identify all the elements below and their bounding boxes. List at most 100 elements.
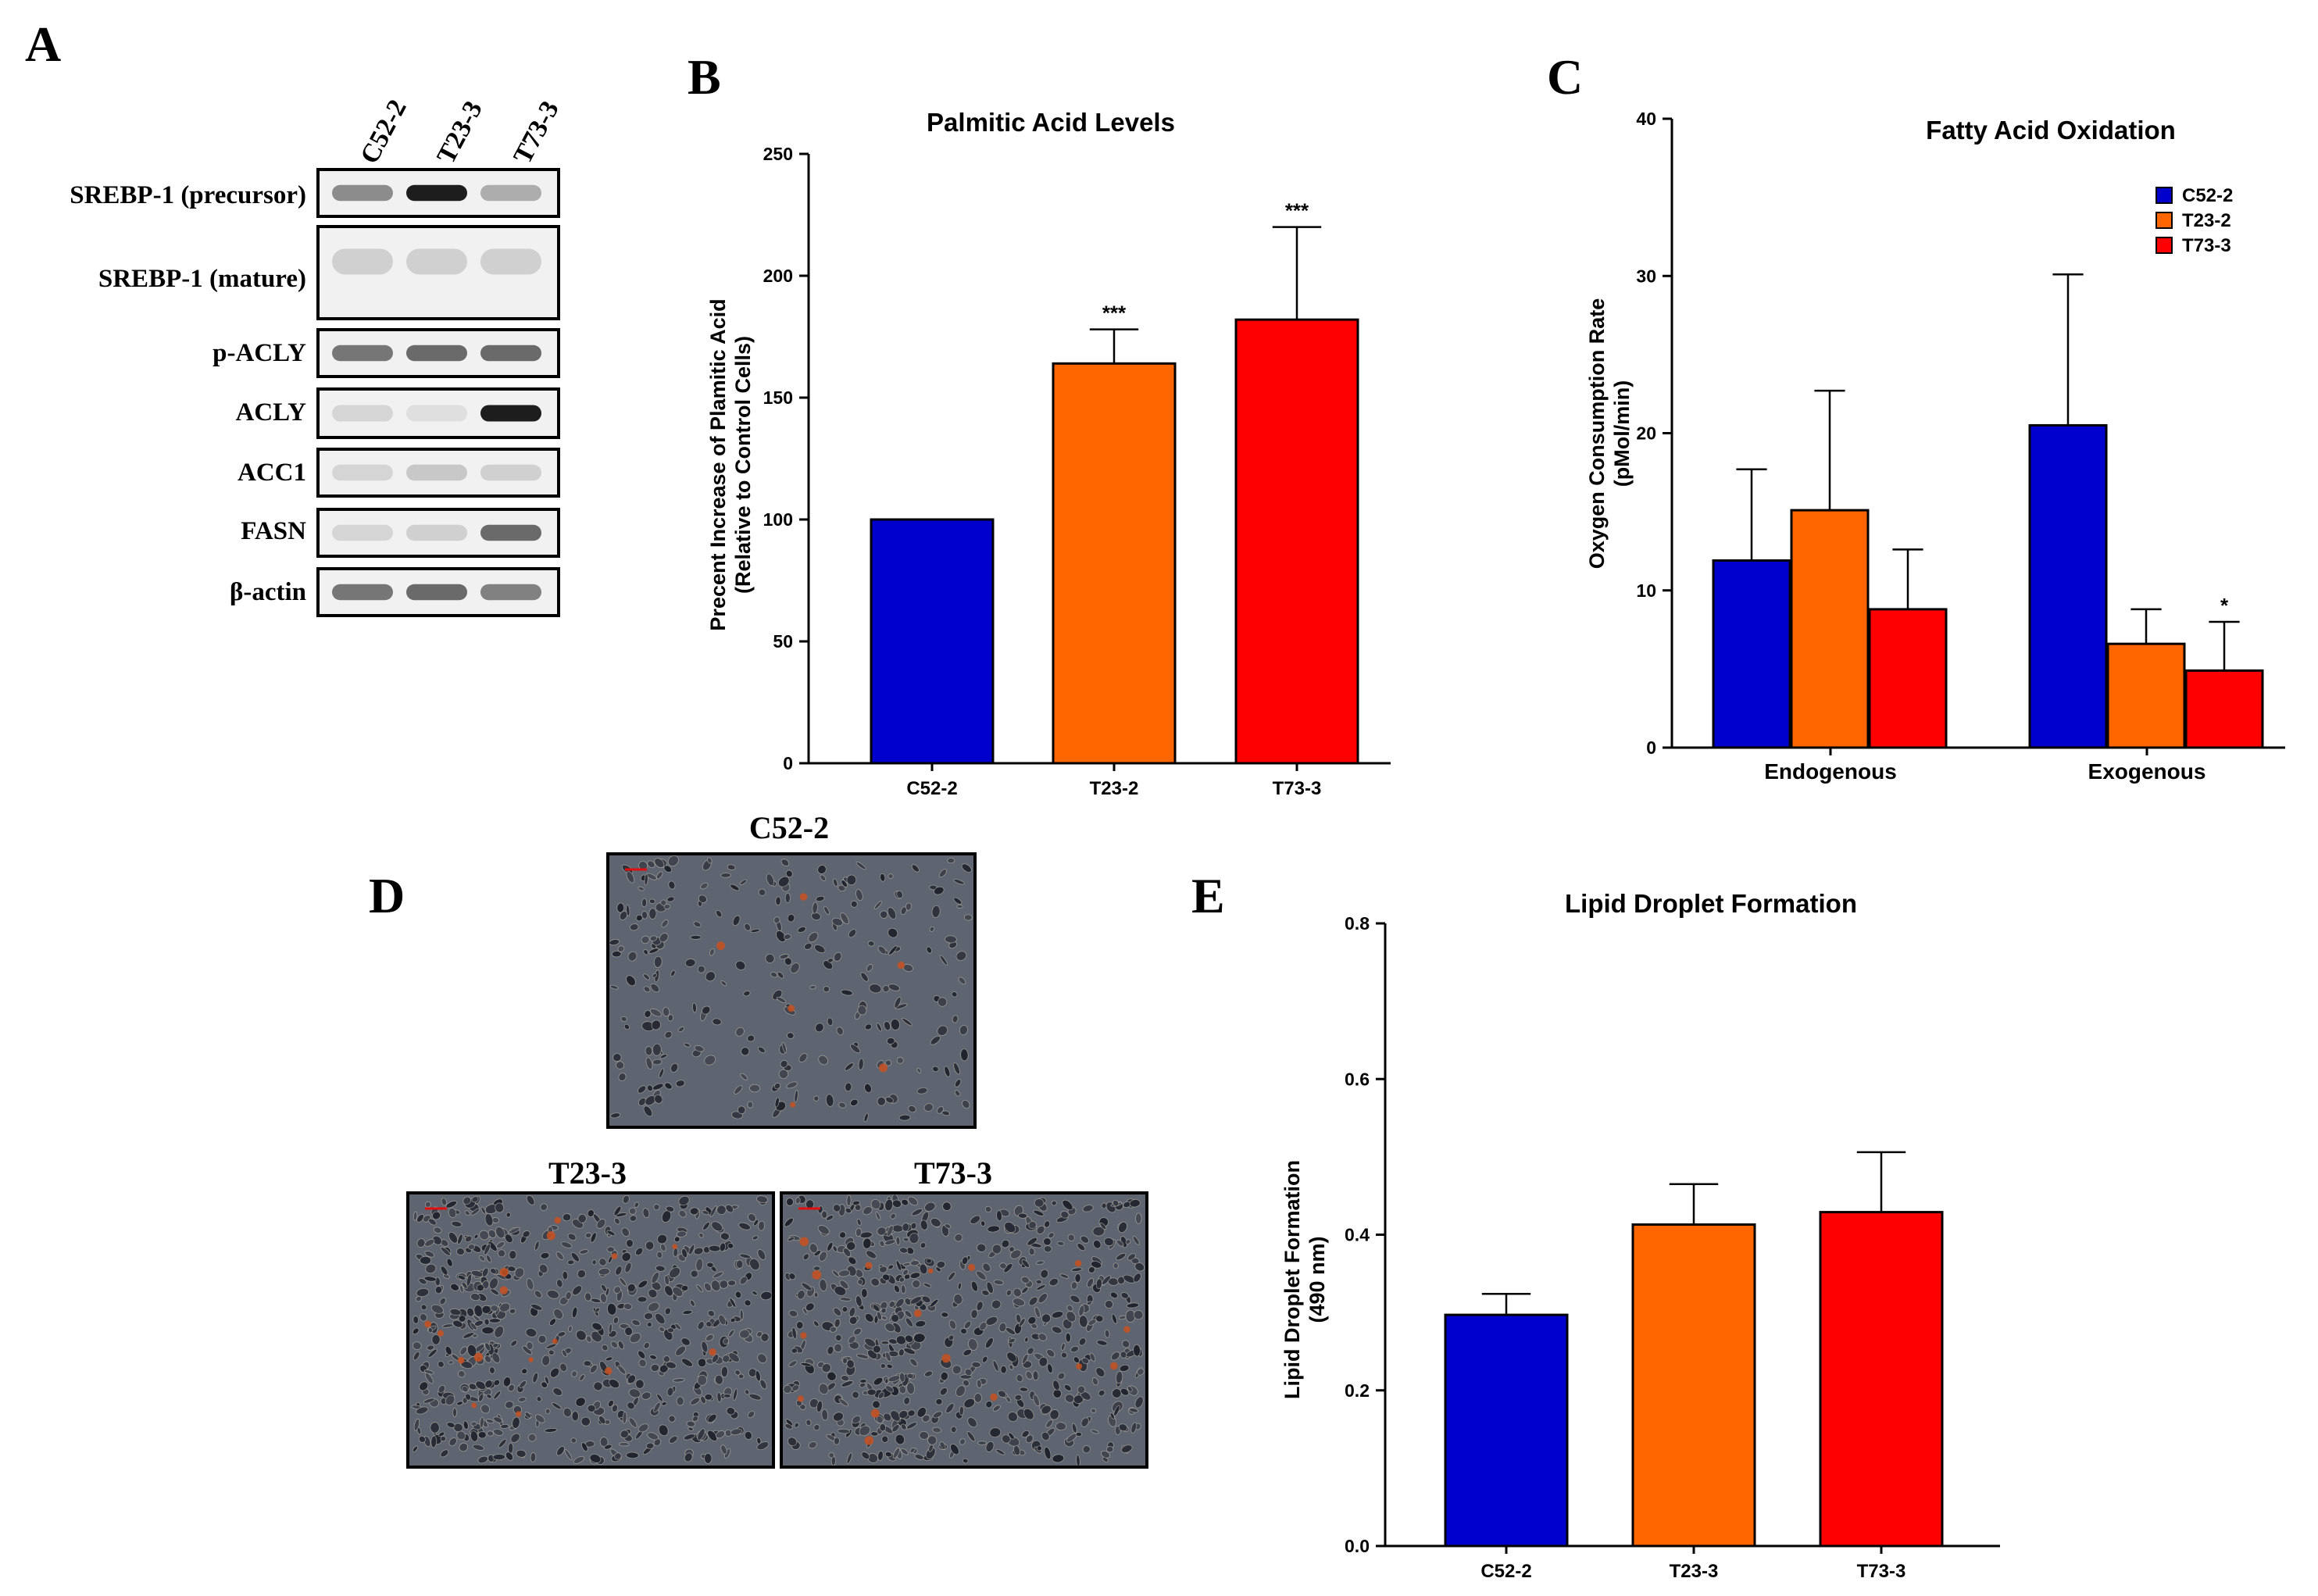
- micrograph-cell: [424, 1201, 431, 1208]
- micrograph-cell: [805, 1419, 812, 1426]
- chart-c-ytick-label-3: 30: [1636, 266, 1656, 286]
- micrograph-cell: [663, 865, 673, 873]
- chart-e-ytick-label-0: 0.0: [1345, 1536, 1370, 1556]
- micrograph-cell: [1105, 1445, 1114, 1453]
- micrograph-cell: [467, 1244, 476, 1250]
- micrograph-cell: [1088, 1266, 1095, 1273]
- micrograph-cell: [525, 1328, 538, 1337]
- micrograph-cell: [922, 1414, 930, 1423]
- micrograph-cell: [548, 1349, 555, 1355]
- micrograph-cell: [916, 1067, 922, 1073]
- micrograph-cell: [548, 1318, 557, 1326]
- micrograph-cell: [1099, 1222, 1107, 1230]
- legend-swatch-t73-3: [2155, 237, 2173, 254]
- micrograph-cell: [905, 902, 913, 911]
- micrograph-cell: [735, 960, 746, 970]
- micrograph-cell: [839, 1297, 852, 1301]
- micrograph-cell: [416, 1287, 430, 1298]
- micrograph-cell: [647, 1301, 660, 1312]
- micrograph-cell: [649, 1355, 657, 1360]
- micrograph-cell: [425, 1263, 437, 1274]
- micrograph-cell: [638, 1097, 647, 1106]
- micrograph-cell: [1028, 1221, 1037, 1230]
- micrograph-cell: [445, 1200, 457, 1209]
- micrograph-cell: [623, 1303, 633, 1310]
- micrograph-cell: [649, 1008, 662, 1017]
- micrograph-cell: [512, 1416, 520, 1429]
- micrograph-cell: [638, 886, 645, 891]
- micrograph-cell: [1021, 1430, 1030, 1438]
- micrograph-cell: [1024, 1337, 1029, 1343]
- micrograph-cell: [638, 1423, 649, 1433]
- micrograph-cell: [672, 1286, 684, 1298]
- micrograph-cell: [880, 1341, 890, 1345]
- micrograph-cell: [698, 1232, 704, 1238]
- micrograph-cell: [968, 1338, 978, 1351]
- micrograph-cell: [870, 1431, 879, 1437]
- micrograph-cell: [976, 1270, 987, 1280]
- micrograph-cell: [960, 1048, 969, 1062]
- micrograph-lipid-droplet: [499, 1286, 508, 1294]
- micrograph-cell: [848, 1335, 856, 1344]
- blot-boxes: [316, 168, 560, 617]
- micrograph-cell: [888, 1301, 895, 1308]
- micrograph-cell: [904, 1310, 913, 1318]
- micrograph-cell: [938, 869, 947, 878]
- micrograph-cell: [989, 1427, 1002, 1438]
- micrograph-cell: [642, 1208, 650, 1219]
- micrograph-cell: [704, 1453, 713, 1464]
- micrograph-cell: [670, 1062, 679, 1073]
- micrograph-cell: [941, 1110, 950, 1116]
- micrograph-cell: [735, 1027, 745, 1037]
- micrograph-cell: [844, 1062, 854, 1071]
- micrograph-cell: [836, 1027, 844, 1036]
- micrograph-cell: [961, 1256, 969, 1265]
- micrograph-cell: [1038, 1293, 1048, 1304]
- micrograph-cell: [819, 1251, 827, 1262]
- micrograph-cell: [745, 1389, 750, 1395]
- micrograph-cell: [1019, 1387, 1029, 1392]
- micrograph-cell: [790, 962, 800, 973]
- panel-letter-e: E: [1191, 868, 1225, 923]
- micrograph-cell: [872, 1344, 881, 1354]
- micrograph-cell: [638, 1280, 648, 1289]
- micrograph-cell: [1132, 1235, 1140, 1245]
- micrograph-cell: [607, 1302, 617, 1316]
- micrograph-cell: [413, 1316, 420, 1324]
- micrograph-cell: [1016, 1313, 1022, 1323]
- micrograph-cell: [896, 1056, 904, 1064]
- micrograph-cell: [723, 1337, 730, 1345]
- micrograph-cell: [706, 857, 713, 864]
- micrograph-cell: [663, 903, 671, 910]
- micrograph-cell: [628, 1417, 638, 1428]
- micrograph-cell: [440, 1266, 448, 1276]
- chart-palmitic-acid: Palmitic Acid Levels Precent Increase of…: [706, 108, 1391, 799]
- micrograph-cell: [709, 948, 715, 956]
- micrograph-cell: [1038, 1333, 1048, 1341]
- micrograph-cell: [977, 1441, 988, 1445]
- micrograph-cell: [585, 1232, 592, 1238]
- micrograph-cell: [1091, 1429, 1099, 1434]
- micrograph-t23-3: [406, 1191, 775, 1469]
- micrograph-cell: [576, 1330, 587, 1341]
- micrograph-cell: [1116, 1240, 1124, 1247]
- micrograph-cell: [1000, 1365, 1007, 1374]
- micrograph-cell: [755, 1370, 761, 1382]
- micrograph-cell: [648, 908, 657, 919]
- micrograph-cell: [1041, 1431, 1050, 1441]
- micrograph-cell: [605, 1356, 613, 1362]
- micrograph-cell: [635, 1379, 645, 1389]
- micrograph-lipid-droplet: [1109, 1362, 1118, 1370]
- micrograph-cell: [945, 1223, 952, 1229]
- micrograph-cell: [652, 1083, 664, 1091]
- micrograph-cell: [1127, 1253, 1136, 1261]
- blot-band-6-lane-1: [332, 524, 393, 541]
- chart-c-ytick-label-1: 10: [1636, 580, 1656, 601]
- micrograph-cell: [841, 1375, 850, 1382]
- micrograph-cell: [470, 1293, 480, 1301]
- micrograph-cell: [846, 1359, 855, 1369]
- micrograph-cell: [496, 1241, 505, 1249]
- micrograph-cell: [905, 1317, 914, 1327]
- micrograph-cell: [727, 1280, 737, 1287]
- micrograph-cell: [932, 1066, 939, 1073]
